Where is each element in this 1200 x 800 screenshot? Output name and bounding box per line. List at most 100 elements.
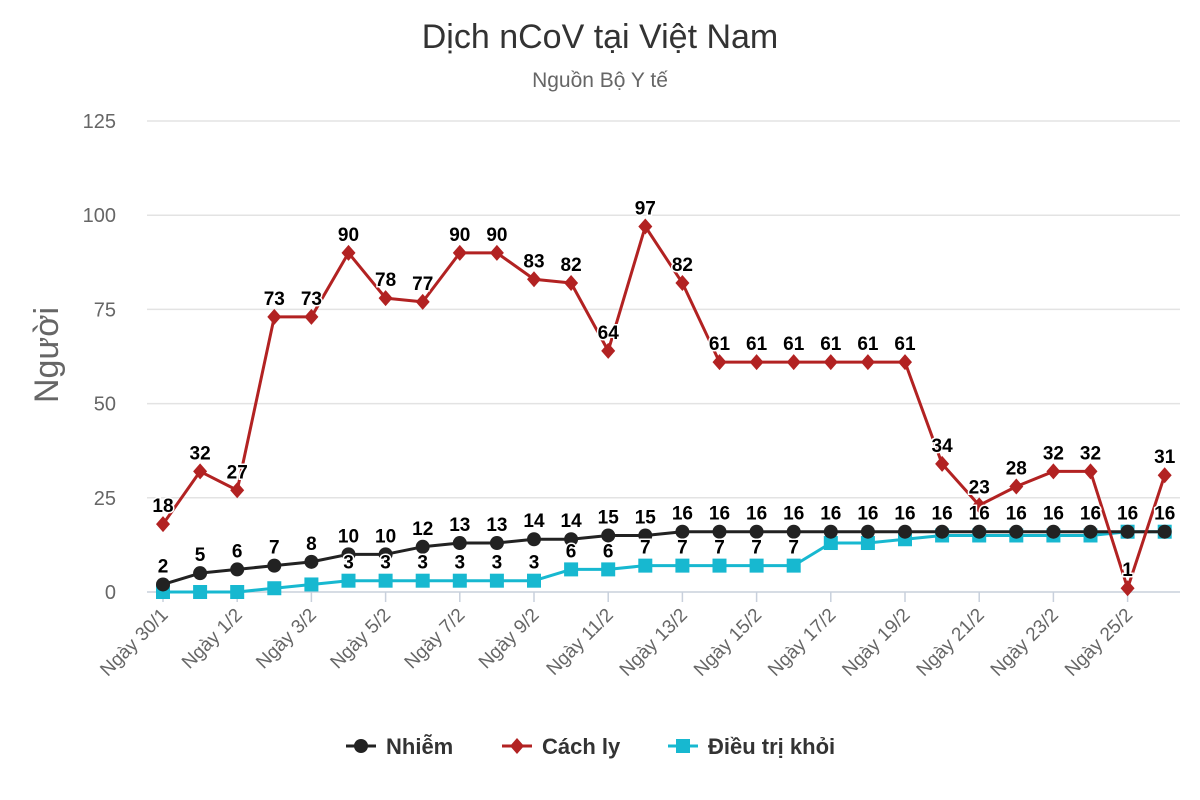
data-point [230,562,245,577]
data-label: 16 [672,504,693,525]
data-label: 31 [1154,447,1176,468]
data-point [712,354,727,371]
data-label: 97 [635,199,656,220]
data-point [601,528,616,543]
y-tick-label: 0 [105,582,116,604]
data-point [712,558,727,573]
data-point [156,516,170,533]
data-label: 61 [783,334,805,355]
legend-marker [676,739,690,753]
data-label: 90 [449,225,470,246]
x-tick-label: Ngày 13/2 [616,605,692,681]
data-point [749,354,764,371]
data-label: 13 [486,515,507,536]
data-point [415,573,430,588]
data-point [341,573,356,588]
data-label: 7 [640,538,651,559]
data-point [193,585,208,599]
data-point [1083,463,1098,480]
data-label: 7 [751,538,762,559]
data-point [415,293,430,310]
data-point [749,558,764,573]
data-label: 3 [343,553,354,574]
legend-label: Điều trị khỏi [708,734,835,759]
data-label: 14 [561,511,583,532]
data-point [860,524,875,539]
data-point [341,244,356,261]
data-label: 3 [455,553,466,574]
legend: Nhiễm Cách ly Điều trị khỏi [346,734,835,759]
data-point [1046,463,1061,480]
y-tick-label: 25 [94,488,116,510]
data-label: 3 [417,553,428,574]
data-label: 90 [338,225,359,246]
data-point [935,455,950,472]
x-tick-label: Ngày 3/2 [252,605,321,674]
data-point [823,524,838,539]
data-label: 32 [1043,443,1064,464]
data-point [304,577,319,592]
data-label: 6 [566,541,577,562]
data-point [527,271,541,288]
data-label: 3 [529,553,540,574]
data-label: 3 [380,553,391,574]
data-point [898,524,912,539]
x-tick-label: Ngày 21/2 [913,605,989,681]
data-point [1009,524,1024,539]
gridlines [147,120,1180,499]
y-tick-label: 50 [94,394,116,416]
data-point [489,244,504,261]
data-label: 82 [672,255,693,276]
x-tick-label: Ngày 30/1 [96,605,172,681]
data-point [267,308,282,325]
data-label: 3 [492,553,503,574]
data-label: 15 [635,507,657,528]
data-label: 61 [820,334,842,355]
data-point [193,566,208,581]
data-label: 6 [232,541,243,562]
data-point [675,558,690,573]
data-label: 16 [894,504,915,525]
data-point [860,354,875,371]
data-point [452,244,467,261]
data-label: 16 [709,504,730,525]
data-point [712,524,727,539]
data-point [823,536,838,551]
data-point [267,558,282,573]
data-point [564,562,579,577]
legend-label: Nhiễm [386,734,453,759]
data-label: 64 [598,323,620,344]
data-label: 78 [375,270,396,291]
data-label: 32 [190,443,211,464]
data-point [786,558,801,573]
data-point [527,532,541,547]
y-tick-label: 100 [83,205,116,227]
data-point [898,354,912,371]
data-label: 61 [709,334,731,355]
data-label: 7 [714,538,725,559]
data-label: 2 [158,556,169,577]
y-tick-label: 75 [94,299,116,321]
data-point [675,275,690,292]
data-label: 7 [677,538,688,559]
data-label: 1 [1122,560,1133,581]
data-label: 28 [1006,458,1027,479]
data-point [156,577,170,592]
data-point [638,218,653,235]
data-point [527,573,541,588]
x-tick-label: Ngày 15/2 [690,605,766,681]
data-point [378,573,393,588]
data-point [601,562,616,577]
x-tick-label: Ngày 1/2 [178,605,247,674]
data-label: 15 [598,507,620,528]
data-point [378,547,393,562]
legend-item: Điều trị khỏi [668,734,835,759]
data-point [1120,524,1135,539]
y-tick-label: 125 [83,111,116,133]
legend-marker [510,738,524,754]
data-point [564,275,579,292]
data-label: 8 [306,534,317,555]
data-label: 16 [932,504,953,525]
data-label: 77 [412,274,433,295]
